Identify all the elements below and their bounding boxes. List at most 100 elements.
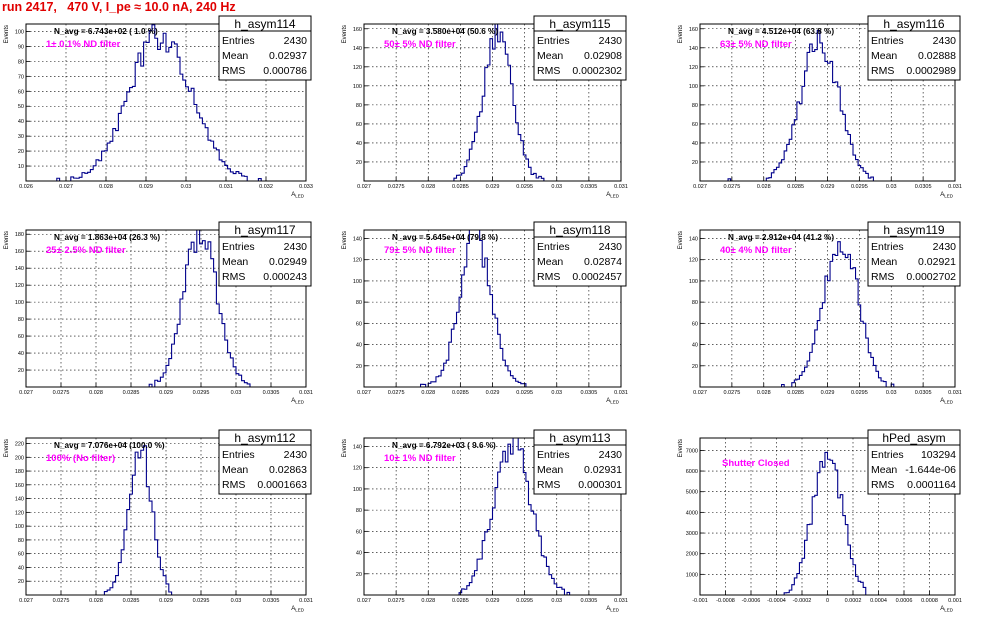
stats-value: 0.000243 (263, 271, 307, 283)
stats-label: Entries (871, 449, 904, 461)
stats-value: 0.000301 (578, 479, 622, 491)
y-tick-label: 20 (692, 364, 698, 370)
stats-value: 2430 (284, 35, 308, 47)
stats-value: 0.02863 (269, 464, 307, 476)
x-tick-label: 0.0285 (452, 390, 469, 396)
y-tick-label: 120 (689, 65, 698, 71)
x-tick-label: 0.027 (357, 184, 371, 190)
x-tick-label: 0.027 (357, 598, 371, 604)
navg-label: N_avg = 6.743e+02 ( 1.0 %) (54, 27, 158, 36)
histogram-name: h_asym118 (549, 223, 610, 237)
y-tick-label: 6000 (686, 469, 698, 475)
x-tick-label: 0.028 (421, 598, 435, 604)
x-tick-label: 0.03 (886, 390, 897, 396)
x-tick-label: -0.0008 (716, 598, 735, 604)
y-tick-label: 3000 (686, 531, 698, 537)
x-tick-label: 0.027 (693, 390, 707, 396)
x-tick-label: 0.0275 (388, 390, 405, 396)
y-tick-label: 100 (15, 29, 24, 35)
stats-label: Entries (222, 241, 255, 253)
stats-box (867, 15, 961, 81)
stats-box (533, 429, 627, 495)
x-tick-label: 0.0285 (123, 390, 140, 396)
x-tick-label: 0.0285 (452, 184, 469, 190)
y-tick-label: 160 (15, 483, 24, 489)
stats-value: 0.0002702 (906, 271, 956, 283)
x-tick-label: 0.0305 (580, 598, 597, 604)
y-tick-label: 80 (356, 103, 362, 109)
x-tick-label: 0.03 (231, 598, 242, 604)
x-tick-label: 0.0285 (787, 390, 804, 396)
x-tick-label: 0.03 (551, 184, 562, 190)
y-tick-label: 40 (356, 343, 362, 349)
y-tick-label: 40 (18, 119, 24, 125)
filter-note: 50± 5% ND filter (384, 39, 456, 50)
y-tick-label: 100 (15, 524, 24, 530)
x-tick-label: -0.001 (692, 598, 708, 604)
x-tick-label: 0.0305 (915, 390, 932, 396)
stats-value: -1.644e-06 (905, 464, 956, 476)
y-axis-title: Events (4, 231, 10, 249)
x-tick-label: 0.029 (486, 184, 500, 190)
histogram-name: h_asym113 (549, 431, 610, 445)
y-axis-title: Events (342, 439, 348, 457)
x-tick-label: 0.0305 (580, 184, 597, 190)
y-tick-label: 120 (689, 258, 698, 264)
x-tick-label: 0.0295 (193, 598, 210, 604)
x-tick-label: 0.028 (89, 390, 103, 396)
y-tick-label: 160 (353, 27, 362, 33)
stats-label: Entries (871, 35, 904, 47)
y-tick-label: 120 (353, 258, 362, 264)
stats-box (533, 221, 627, 287)
x-tick-label: 0.0305 (915, 184, 932, 190)
stats-label: Entries (222, 35, 255, 47)
plot-frame (25, 23, 307, 182)
x-tick-label: 0.027 (59, 184, 73, 190)
panel-h_asym115: 0.027 0.0275 0.028 0.0285 0.029 0.0295 0.03 0.0… (342, 15, 628, 199)
stats-label: Entries (222, 449, 255, 461)
filter-note: 63± 5% ND filter (720, 39, 792, 50)
stats-label: RMS (537, 65, 560, 77)
panel-h_asym112: 0.027 0.0275 0.028 0.0285 0.029 0.0295 0.03 0.0… (4, 429, 313, 613)
x-tick-label: 0.03 (886, 184, 897, 190)
x-tick-label: 0.027 (357, 390, 371, 396)
stats-label: Mean (871, 464, 897, 476)
y-tick-label: 2000 (686, 552, 698, 558)
x-axis-title: ALED (940, 398, 954, 405)
y-tick-label: 40 (18, 565, 24, 571)
y-tick-label: 60 (356, 321, 362, 327)
x-tick-label: 0.031 (614, 184, 628, 190)
x-tick-label: 0.028 (89, 598, 103, 604)
stats-box (218, 15, 312, 81)
stats-value: 0.02949 (269, 256, 307, 268)
y-tick-label: 160 (689, 27, 698, 33)
y-tick-label: 30 (18, 134, 24, 140)
y-tick-label: 40 (18, 351, 24, 357)
x-tick-label: 0.032 (259, 184, 273, 190)
y-tick-label: 60 (18, 552, 24, 558)
navg-label: N_avg = 1.863e+04 (26.3 %) (54, 233, 160, 242)
x-tick-label: 0.031 (299, 598, 313, 604)
x-tick-label: -0.0006 (742, 598, 761, 604)
histogram-line (26, 24, 306, 182)
y-axis-title: Events (342, 25, 348, 43)
x-axis-title: ALED (606, 606, 620, 613)
stats-label: RMS (222, 479, 245, 491)
panel-h_asym116: 0.027 0.0275 0.028 0.0285 0.029 0.0295 0.03 0.0… (678, 15, 962, 199)
filter-note: 10± 1% ND filter (384, 453, 456, 464)
x-tick-label: 0.0295 (193, 390, 210, 396)
stats-value: 2430 (599, 449, 623, 461)
y-tick-label: 60 (356, 529, 362, 535)
y-tick-label: 120 (353, 466, 362, 472)
y-tick-label: 20 (18, 149, 24, 155)
x-tick-label: 0.031 (299, 390, 313, 396)
filter-note: Shutter Closed (722, 458, 790, 469)
y-axis-title: Events (678, 231, 684, 249)
stats-label: Mean (222, 464, 248, 476)
stats-label: Mean (537, 464, 563, 476)
filter-note: 79± 5% ND filter (384, 245, 456, 256)
x-axis-title: ALED (606, 398, 620, 405)
navg-label: N_avg = 5.645e+04 (79.8 %) (392, 233, 498, 242)
x-tick-label: 0.029 (486, 598, 500, 604)
